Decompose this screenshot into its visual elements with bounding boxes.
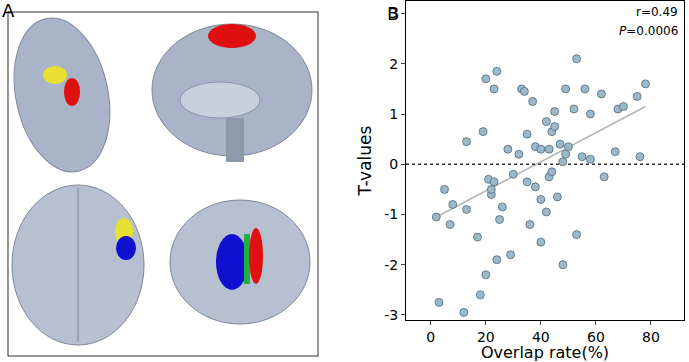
svg-text:40: 40 — [532, 329, 550, 345]
svg-text:1: 1 — [389, 106, 398, 122]
svg-text:P=0.0006: P=0.0006 — [619, 24, 678, 38]
svg-text:3: 3 — [389, 5, 398, 21]
svg-text:B: B — [387, 3, 399, 24]
svg-text:80: 80 — [642, 329, 660, 345]
svg-text:20: 20 — [477, 329, 495, 345]
svg-text:T-values: T-values — [355, 125, 375, 196]
svg-text:-2: -2 — [384, 257, 398, 273]
svg-text:0: 0 — [389, 156, 398, 172]
svg-text:A: A — [2, 0, 15, 21]
svg-text:Overlap rate(%): Overlap rate(%) — [481, 343, 609, 362]
svg-text:r=0.49: r=0.49 — [636, 5, 678, 19]
svg-text:-3: -3 — [384, 307, 398, 323]
svg-text:0: 0 — [426, 329, 435, 345]
svg-text:-1: -1 — [384, 206, 398, 222]
svg-text:2: 2 — [389, 56, 398, 72]
svg-text:60: 60 — [587, 329, 605, 345]
